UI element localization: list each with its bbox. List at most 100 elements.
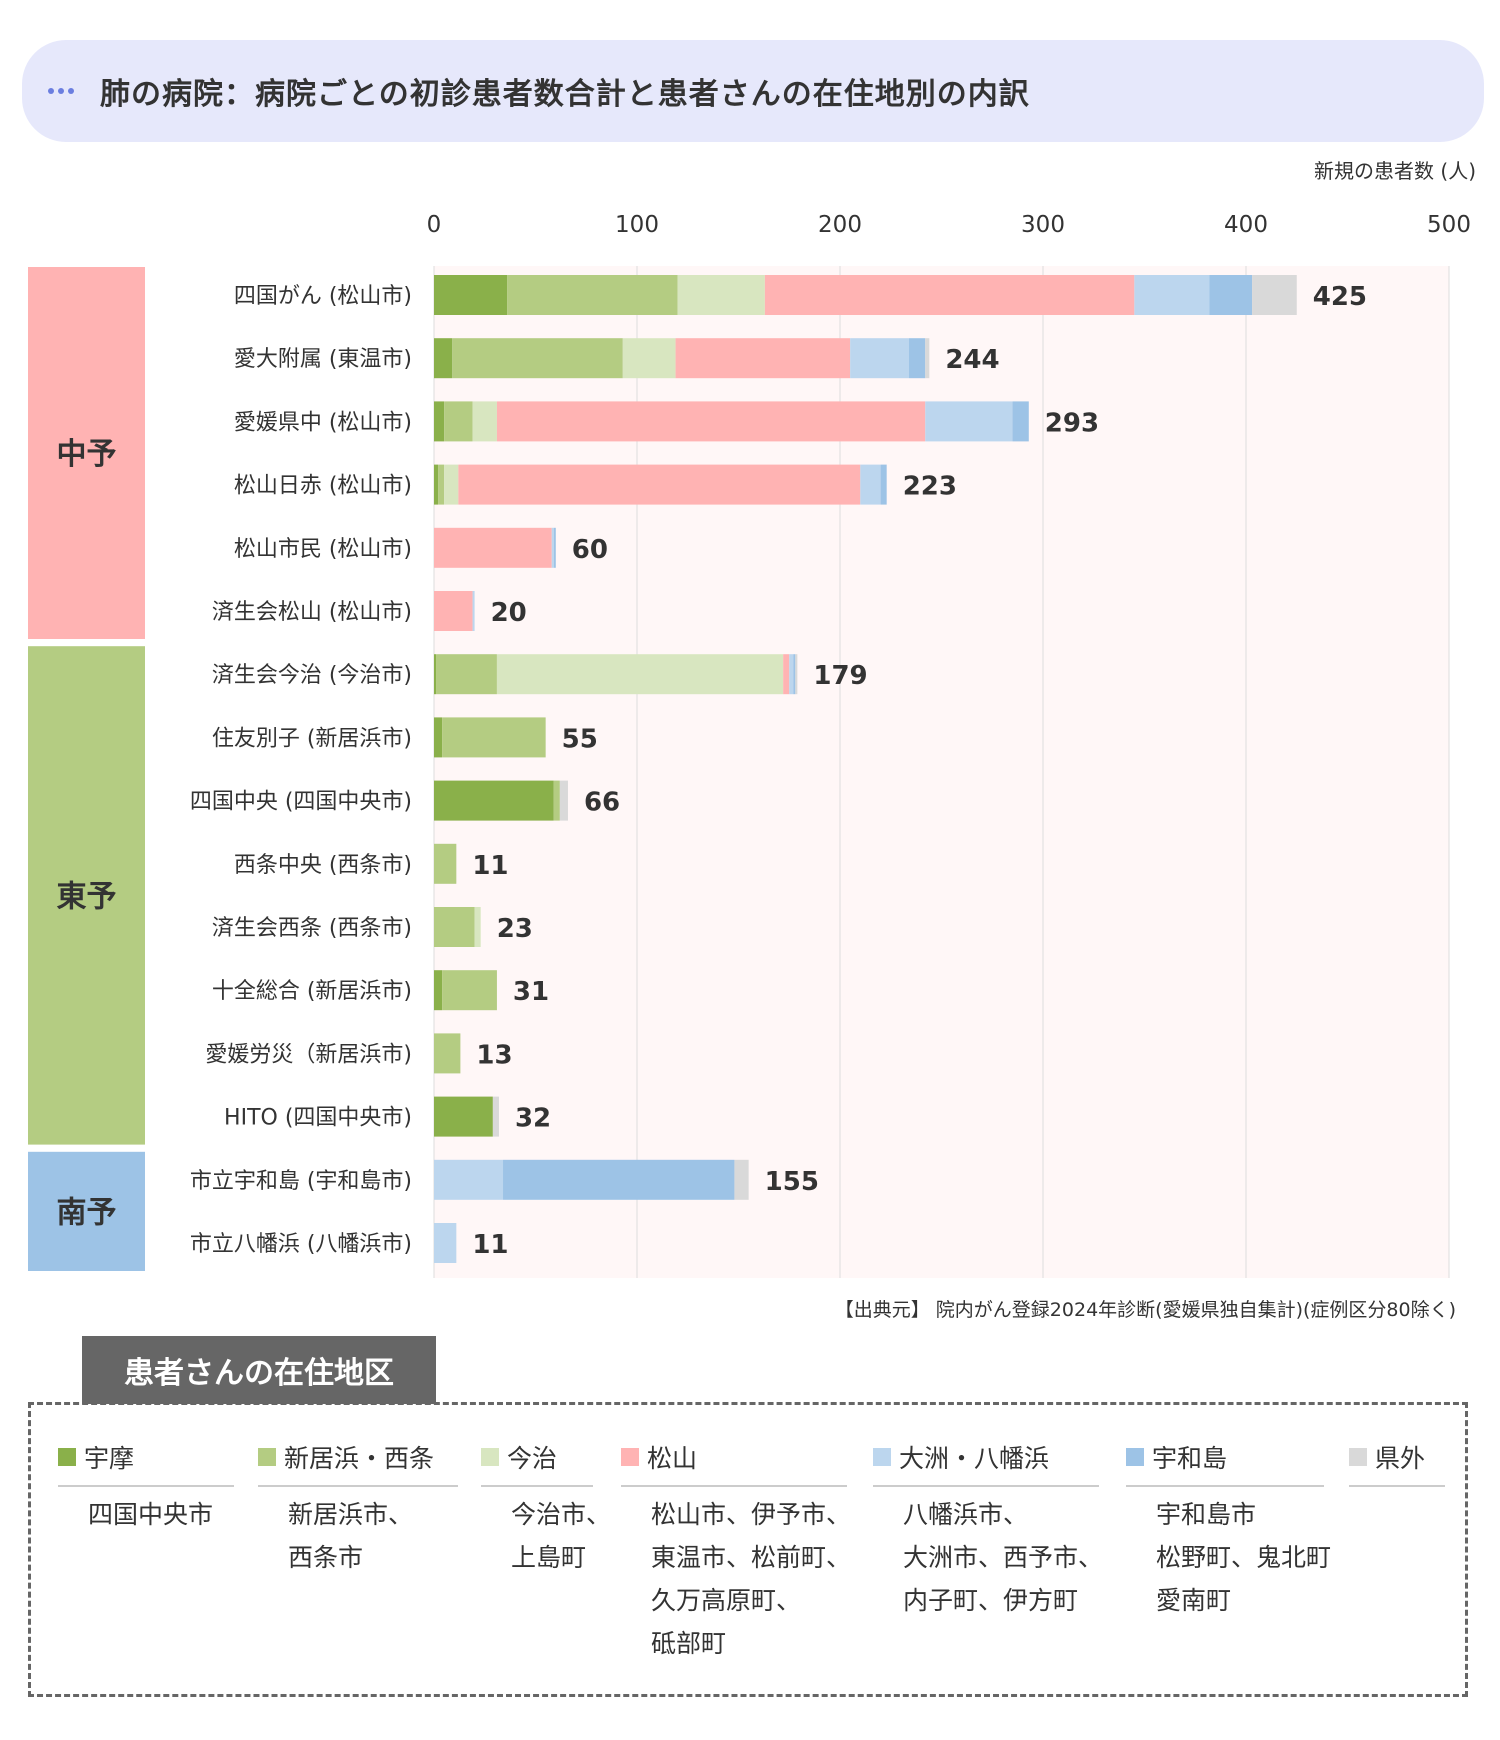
legend-area-line: 四国中央市 <box>88 1500 214 1529</box>
bar-segment <box>793 654 796 695</box>
x-tick-label: 200 <box>818 212 862 238</box>
bar-segment <box>434 654 437 695</box>
hospital-label: 四国がん (松山市) <box>234 284 412 309</box>
x-tick-label: 100 <box>615 212 659 238</box>
source-note: 【出典元】 院内がん登録2024年診断(愛媛県独自集計)(症例区分80除く) <box>835 1299 1456 1321</box>
legend-item-header: 大洲・八幡浜 <box>873 1439 1099 1487</box>
legend-item: 宇摩四国中央市 <box>58 1439 234 1536</box>
bar-segment <box>434 1223 457 1263</box>
x-tick-label: 500 <box>1427 212 1471 238</box>
bar-segment <box>492 1096 499 1137</box>
hospital-label: 松山日赤 (松山市) <box>234 474 412 499</box>
legend-item-header: 宇和島 <box>1126 1439 1324 1487</box>
bar-segment <box>880 464 887 505</box>
bar-segment <box>436 654 497 695</box>
bar-segment <box>438 464 445 505</box>
total-label: 11 <box>472 1230 508 1260</box>
bar-segment <box>434 907 475 947</box>
bar-segment <box>472 401 497 442</box>
x-tick-label: 0 <box>427 212 442 238</box>
bar-segment <box>434 401 445 442</box>
legend-swatch <box>1349 1448 1367 1466</box>
bar-segment <box>925 401 1013 442</box>
legend-title: 患者さんの在住地区 <box>82 1336 436 1404</box>
total-label: 31 <box>513 977 549 1007</box>
legend-area-line: 大洲市、西予市、 <box>903 1543 1104 1572</box>
legend-item-areas: 四国中央市 <box>58 1493 234 1536</box>
bar-segment <box>764 275 1135 315</box>
legend-area-line: 久万高原町、 <box>651 1586 802 1615</box>
bar-segment <box>1012 401 1029 442</box>
hospital-label: 愛媛労災（新居浜市) <box>205 1042 412 1067</box>
total-label: 293 <box>1045 408 1099 438</box>
total-label: 20 <box>491 598 527 628</box>
hospital-label: HITO (四国中央市) <box>224 1106 412 1131</box>
hospital-label: 住友別子 (新居浜市) <box>212 726 412 751</box>
legend-swatch <box>1126 1448 1144 1466</box>
bar-segment <box>434 1033 461 1074</box>
bar-segment <box>559 780 568 821</box>
legend-area-line: 松山市、伊予市、 <box>651 1500 852 1529</box>
legend-item: 松山 松山市、伊予市、 東温市、松前町、 久万高原町、 砥部町 <box>621 1439 852 1665</box>
ellipsis-icon <box>48 88 74 94</box>
total-label: 425 <box>1313 282 1367 312</box>
legend-item-name: 今治 <box>507 1444 558 1473</box>
total-label: 66 <box>584 788 620 818</box>
hospital-label: 愛大附属 (東温市) <box>234 347 412 372</box>
legend-area-line: 今治市、 <box>511 1500 612 1529</box>
legend-item-areas: 八幡浜市、 大洲市、西予市、 内子町、伊方町 <box>873 1493 1104 1622</box>
bar-segment <box>434 780 554 821</box>
legend-area-line: 砥部町 <box>651 1629 727 1658</box>
legend-item-areas: 今治市、 上島町 <box>481 1493 612 1579</box>
bar-segment <box>434 970 443 1011</box>
bar-segment <box>925 338 930 379</box>
legend-swatch <box>873 1448 891 1466</box>
legend-area-line: 愛南町 <box>1156 1586 1232 1615</box>
region-label: 南予 <box>57 1195 117 1230</box>
legend-item-areas: 新居浜市、 西条市 <box>258 1493 458 1579</box>
hospital-label: 済生会松山 (松山市) <box>212 600 412 625</box>
legend: 宇摩四国中央市 新居浜・西条新居浜市、西条市 今治今治市、 上島町 松山 松山市、伊予市、… <box>28 1402 1468 1697</box>
bar-segment <box>553 527 556 568</box>
legend-item-header: 宇摩 <box>58 1439 234 1487</box>
bar-segment <box>734 1159 749 1200</box>
legend-area-line: 宇和島市 <box>1156 1500 1257 1529</box>
region-block <box>28 646 145 1145</box>
bar-segment <box>789 654 794 695</box>
legend-item-header: 今治 <box>481 1439 593 1487</box>
legend-item-name: 新居浜・西条 <box>284 1444 435 1473</box>
bar-segment <box>434 527 552 568</box>
legend-item-name: 県外 <box>1375 1444 1426 1473</box>
bar-segment <box>783 654 790 695</box>
total-label: 223 <box>903 472 957 502</box>
bar-segment <box>503 1159 735 1200</box>
hospital-label: 市立八幡浜 (八幡浜市) <box>190 1232 412 1257</box>
legend-swatch <box>58 1448 76 1466</box>
bar-segment <box>1252 275 1297 315</box>
bar-segment <box>909 338 926 379</box>
hospital-label: 市立宇和島 (宇和島市) <box>190 1169 412 1194</box>
bar-segment <box>795 654 798 695</box>
bar-segment <box>434 1159 504 1200</box>
legend-swatch <box>258 1448 276 1466</box>
legend-item-areas: 宇和島市 松野町、鬼北町 愛南町 <box>1126 1493 1331 1622</box>
total-label: 23 <box>497 914 533 944</box>
legend-item: 大洲・八幡浜八幡浜市、 大洲市、西予市、 内子町、伊方町 <box>873 1439 1104 1622</box>
bar-segment <box>551 527 554 568</box>
bar-segment <box>472 591 475 631</box>
legend-swatch <box>621 1448 639 1466</box>
hospital-label: 愛媛県中 (松山市) <box>234 410 412 435</box>
bar-segment <box>434 338 453 379</box>
bar-segment <box>860 464 881 505</box>
legend-area-line: 西条市 <box>288 1543 364 1572</box>
hospital-label: 西条中央 (西条市) <box>234 853 412 878</box>
bar-segment <box>496 654 784 695</box>
bar-segment <box>444 401 473 442</box>
bar-segment <box>1134 275 1210 315</box>
bar-segment <box>1209 275 1253 315</box>
bar-segment <box>434 464 439 505</box>
legend-area-line: 新居浜市、 <box>288 1500 414 1529</box>
total-label: 55 <box>562 724 598 754</box>
chart-header: 肺の病院：病院ごとの初診患者数合計と患者さんの在住地別の内訳 <box>22 40 1484 142</box>
